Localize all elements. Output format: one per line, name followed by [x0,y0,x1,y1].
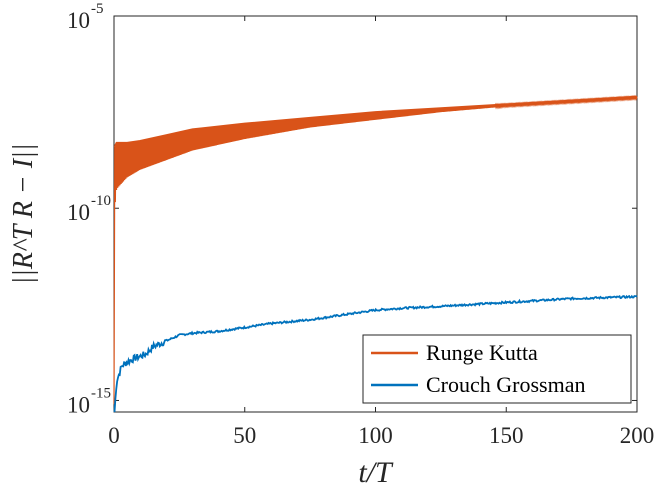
legend-box [362,334,632,404]
y-tick-label-exponent: -15 [91,385,111,401]
x-tick-label: 50 [233,423,256,448]
legend-label-crouch-grossman: Crouch Grossman [426,372,585,397]
series-upper-envelope-runge-kutta [113,95,638,148]
x-tick-label: 150 [489,423,524,448]
legend-label-runge-kutta: Runge Kutta [426,340,538,365]
y-tick-label-base: 10 [67,200,90,225]
series-layer [113,94,638,413]
y-tick-label-base: 10 [67,392,90,417]
x-tick-label: 0 [108,423,120,448]
legend: Runge Kutta Crouch Grossman [362,334,632,404]
x-axis-label: t/T [358,456,394,489]
x-tick-label: 100 [358,423,393,448]
y-tick-label-exponent: -5 [91,1,104,17]
series-line-crouch-grossman [113,294,638,413]
y-tick-label-exponent: -10 [91,193,111,209]
y-axis-label: ||R^T R − I|| [8,143,39,284]
x-tick-label: 200 [620,423,655,448]
x-ticks: 0 50 100 150 200 [108,16,654,448]
y-tick-label-base: 10 [67,8,90,33]
